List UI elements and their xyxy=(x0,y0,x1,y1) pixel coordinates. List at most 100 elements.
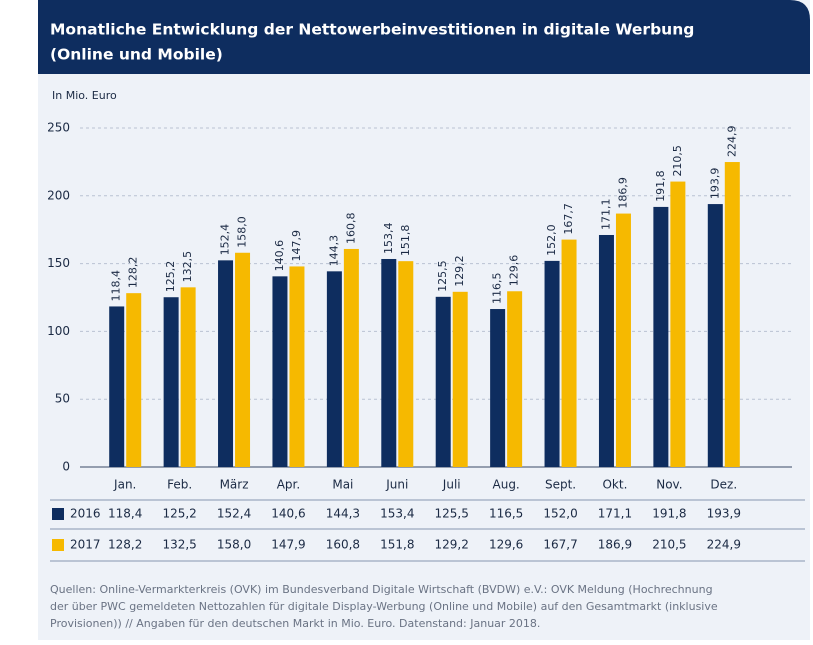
bar xyxy=(272,276,288,467)
table-cell: 160,8 xyxy=(326,538,360,552)
source-text: Provisionen)) // Angaben für den deutsch… xyxy=(50,617,540,630)
x-tick-label: Apr. xyxy=(277,478,300,492)
value-label: 186,9 xyxy=(616,177,629,209)
value-label: 171,1 xyxy=(599,198,612,230)
table-cell: 128,2 xyxy=(108,538,142,552)
bar xyxy=(490,309,506,467)
table-cell: 224,9 xyxy=(707,538,741,552)
value-label: 132,5 xyxy=(181,251,194,283)
table-cell: 132,5 xyxy=(162,538,196,552)
table-cell: 125,2 xyxy=(162,507,196,521)
table-cell: 116,5 xyxy=(489,507,523,521)
y-tick-label: 200 xyxy=(47,188,70,202)
chart-title: (Online und Mobile) xyxy=(50,46,223,64)
table-cell: 210,5 xyxy=(652,538,686,552)
legend-label: 2017 xyxy=(70,538,101,552)
table-cell: 152,0 xyxy=(543,507,577,521)
value-label: 152,0 xyxy=(545,224,558,256)
value-label: 147,9 xyxy=(290,230,303,262)
bar xyxy=(218,260,234,467)
bar xyxy=(343,248,359,467)
value-label: 125,5 xyxy=(436,260,449,292)
table-cell: 186,9 xyxy=(598,538,632,552)
table-cell: 171,1 xyxy=(598,507,632,521)
chart-title: Monatliche Entwicklung der Nettowerbeinv… xyxy=(50,21,694,39)
x-tick-label: Juni xyxy=(385,478,408,492)
source-text: der über PWC gemeldeten Nettozahlen für … xyxy=(50,600,718,613)
x-tick-label: Aug. xyxy=(493,478,520,492)
value-label: 129,6 xyxy=(508,255,521,287)
y-tick-label: 50 xyxy=(55,392,70,406)
bar xyxy=(724,162,740,468)
table-cell: 153,4 xyxy=(380,507,414,521)
y-tick-label: 100 xyxy=(47,324,70,338)
value-label: 118,4 xyxy=(110,270,123,302)
y-tick-label: 150 xyxy=(47,256,70,270)
bar xyxy=(544,260,560,467)
table-cell: 129,2 xyxy=(435,538,469,552)
bar xyxy=(435,296,451,467)
value-label: 167,7 xyxy=(562,203,575,235)
x-tick-label: Sept. xyxy=(545,478,576,492)
table-cell: 144,3 xyxy=(326,507,360,521)
x-tick-label: Mai xyxy=(332,478,353,492)
table-cell: 140,6 xyxy=(271,507,305,521)
table-cell: 129,6 xyxy=(489,538,523,552)
legend-swatch xyxy=(52,508,64,520)
bar xyxy=(381,258,397,467)
bar xyxy=(126,293,142,467)
bar xyxy=(289,266,305,467)
value-label: 191,8 xyxy=(654,170,667,202)
x-tick-label: Dez. xyxy=(710,478,737,492)
source-text: Quellen: Online-Vermarkterkreis (OVK) im… xyxy=(50,583,713,596)
table-cell: 151,8 xyxy=(380,538,414,552)
value-label: 158,0 xyxy=(236,216,249,248)
x-tick-label: Okt. xyxy=(602,478,627,492)
table-cell: 167,7 xyxy=(543,538,577,552)
table-cell: 193,9 xyxy=(707,507,741,521)
legend-label: 2016 xyxy=(70,507,101,521)
bar xyxy=(561,239,577,467)
panel xyxy=(38,0,810,640)
header-band xyxy=(38,0,810,74)
legend-swatch xyxy=(52,539,64,551)
bar xyxy=(653,206,669,468)
table-cell: 147,9 xyxy=(271,538,305,552)
bar xyxy=(670,181,686,467)
value-label: 128,2 xyxy=(127,257,140,289)
y-tick-label: 0 xyxy=(62,460,70,474)
x-tick-label: Feb. xyxy=(167,478,192,492)
bar xyxy=(598,234,614,467)
value-label: 151,8 xyxy=(399,225,412,257)
x-tick-label: Nov. xyxy=(656,478,682,492)
value-label: 125,2 xyxy=(164,261,177,293)
bar xyxy=(235,252,251,467)
value-label: 129,2 xyxy=(453,255,466,287)
y-axis-label: In Mio. Euro xyxy=(52,89,117,102)
x-tick-label: März xyxy=(220,478,249,492)
bar xyxy=(507,291,523,467)
table-cell: 158,0 xyxy=(217,538,251,552)
value-label: 144,3 xyxy=(327,235,340,267)
value-label: 140,6 xyxy=(273,240,286,272)
value-label: 116,5 xyxy=(491,273,504,305)
x-tick-label: Jan. xyxy=(113,478,136,492)
bar xyxy=(180,287,196,467)
value-label: 160,8 xyxy=(344,212,357,244)
table-cell: 125,5 xyxy=(435,507,469,521)
value-label: 224,9 xyxy=(725,126,738,158)
value-label: 210,5 xyxy=(671,145,684,177)
table-cell: 191,8 xyxy=(652,507,686,521)
bar xyxy=(109,306,125,467)
bar xyxy=(326,271,342,467)
value-label: 193,9 xyxy=(708,168,721,200)
bar xyxy=(163,297,179,467)
bar xyxy=(707,204,723,467)
value-label: 152,4 xyxy=(219,224,232,256)
bar xyxy=(398,261,414,467)
table-cell: 152,4 xyxy=(217,507,251,521)
y-tick-label: 250 xyxy=(47,121,70,135)
bar xyxy=(615,213,631,467)
value-label: 153,4 xyxy=(382,222,395,254)
